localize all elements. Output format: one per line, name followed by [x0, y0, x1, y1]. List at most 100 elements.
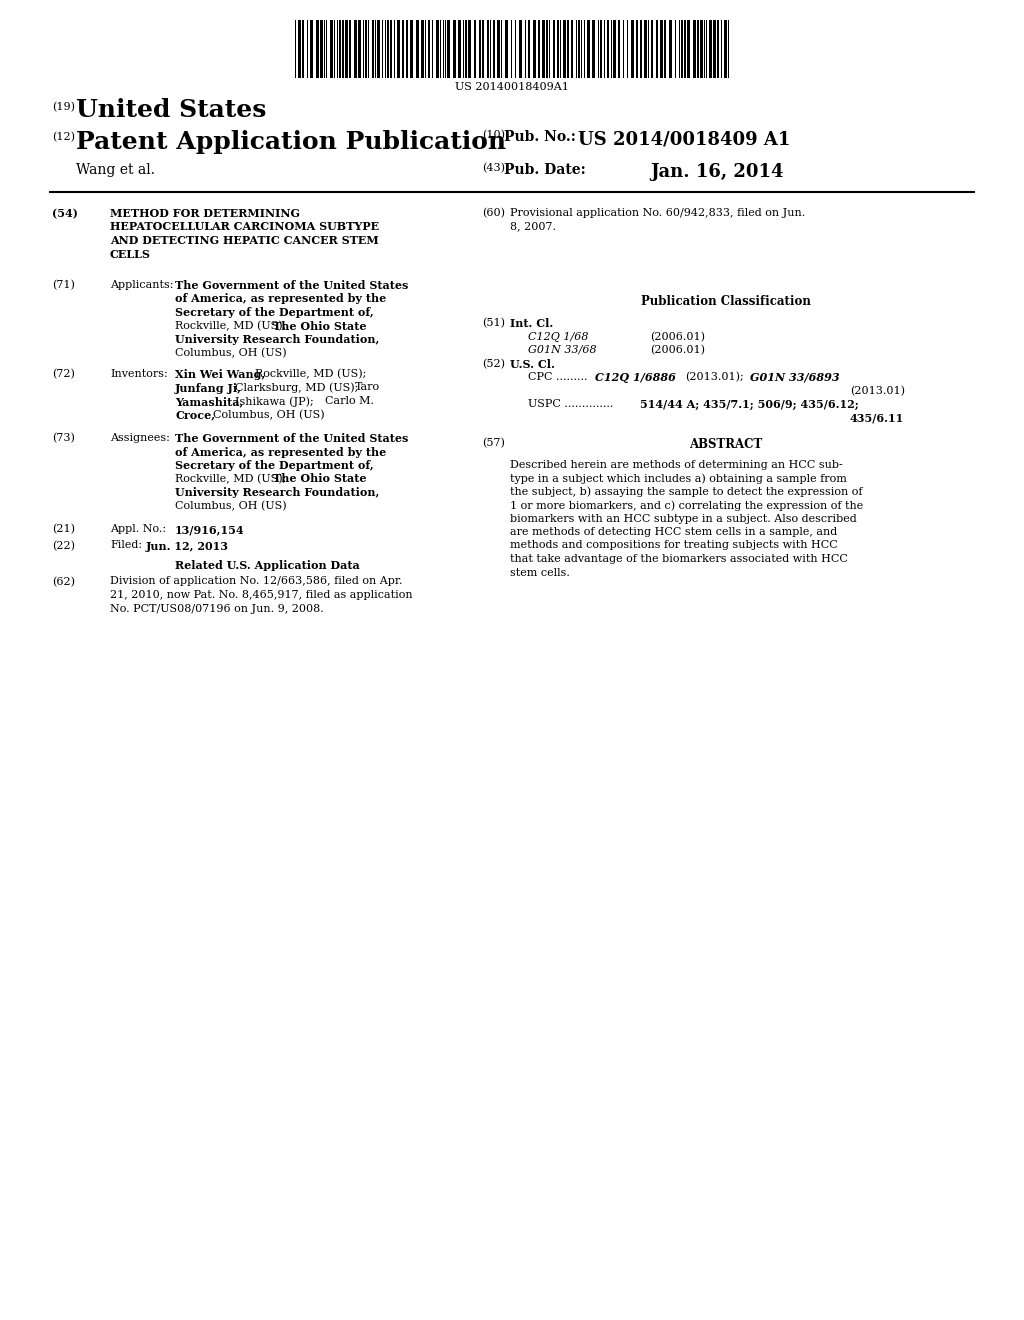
Bar — [349, 20, 351, 78]
Bar — [528, 20, 530, 78]
Text: of America, as represented by the: of America, as represented by the — [175, 446, 386, 458]
Text: University Research Foundation,: University Research Foundation, — [175, 334, 379, 345]
Bar — [631, 20, 634, 78]
Bar — [493, 20, 495, 78]
Text: University Research Foundation,: University Research Foundation, — [175, 487, 379, 498]
Text: Patent Application Publication: Patent Application Publication — [76, 129, 506, 154]
Text: Croce,: Croce, — [175, 409, 215, 421]
Bar — [613, 20, 616, 78]
Text: Secretary of the Department of,: Secretary of the Department of, — [175, 308, 374, 318]
Bar — [687, 20, 690, 78]
Text: 1 or more biomarkers, and c) correlating the expression of the: 1 or more biomarkers, and c) correlating… — [510, 500, 863, 511]
Bar — [578, 20, 580, 78]
Text: the subject, b) assaying the sample to detect the expression of: the subject, b) assaying the sample to d… — [510, 487, 862, 498]
Text: Appl. No.:: Appl. No.: — [110, 524, 166, 535]
Bar — [298, 20, 301, 78]
Bar — [600, 20, 602, 78]
Text: Rockville, MD (US);: Rockville, MD (US); — [175, 474, 287, 484]
Text: (60): (60) — [482, 209, 505, 218]
Bar — [546, 20, 548, 78]
Text: Rockville, MD (US);: Rockville, MD (US); — [175, 321, 287, 331]
Text: Provisional application No. 60/942,833, filed on Jun.: Provisional application No. 60/942,833, … — [510, 209, 805, 218]
Text: G01N 33/68: G01N 33/68 — [528, 345, 597, 355]
Text: Junfang Ji,: Junfang Ji, — [175, 383, 242, 393]
Text: (43): (43) — [482, 162, 505, 173]
Text: AND DETECTING HEPATIC CANCER STEM: AND DETECTING HEPATIC CANCER STEM — [110, 235, 379, 246]
Bar — [713, 20, 716, 78]
Text: Division of application No. 12/663,586, filed on Apr.: Division of application No. 12/663,586, … — [110, 577, 402, 586]
Bar — [669, 20, 672, 78]
Text: type in a subject which includes a) obtaining a sample from: type in a subject which includes a) obta… — [510, 473, 847, 483]
Bar — [345, 20, 348, 78]
Bar — [474, 20, 476, 78]
Bar — [377, 20, 380, 78]
Bar — [302, 20, 304, 78]
Text: Columbus, OH (US): Columbus, OH (US) — [213, 409, 325, 420]
Text: (12): (12) — [52, 132, 75, 143]
Text: (51): (51) — [482, 318, 505, 329]
Text: Wang et al.: Wang et al. — [76, 162, 155, 177]
Text: 514/44 A; 435/7.1; 506/9; 435/6.12;: 514/44 A; 435/7.1; 506/9; 435/6.12; — [640, 399, 859, 411]
Text: Ishikawa (JP);: Ishikawa (JP); — [234, 396, 313, 407]
Bar — [482, 20, 484, 78]
Text: Publication Classification: Publication Classification — [641, 294, 811, 308]
Bar — [402, 20, 404, 78]
Text: US 20140018409A1: US 20140018409A1 — [455, 82, 569, 92]
Text: Related U.S. Application Data: Related U.S. Application Data — [175, 560, 359, 572]
Bar — [316, 20, 319, 78]
Bar — [387, 20, 389, 78]
Bar — [681, 20, 683, 78]
Text: ABSTRACT: ABSTRACT — [689, 438, 763, 451]
Text: Yamashita,: Yamashita, — [175, 396, 244, 407]
Text: Described herein are methods of determining an HCC sub-: Described herein are methods of determin… — [510, 459, 843, 470]
Text: (2006.01): (2006.01) — [650, 331, 705, 342]
Bar — [397, 20, 400, 78]
Bar — [310, 20, 313, 78]
Text: (54): (54) — [52, 209, 78, 219]
Bar — [410, 20, 413, 78]
Bar — [421, 20, 424, 78]
Bar — [571, 20, 573, 78]
Text: 13/916,154: 13/916,154 — [175, 524, 245, 535]
Bar — [709, 20, 712, 78]
Text: CPC .........: CPC ......... — [528, 372, 588, 381]
Text: Columbus, OH (US): Columbus, OH (US) — [175, 500, 287, 511]
Bar — [553, 20, 555, 78]
Bar — [358, 20, 361, 78]
Bar — [354, 20, 357, 78]
Bar — [339, 20, 341, 78]
Bar — [406, 20, 408, 78]
Bar — [416, 20, 419, 78]
Bar — [557, 20, 559, 78]
Text: The Government of the United States: The Government of the United States — [175, 433, 409, 444]
Text: (2013.01): (2013.01) — [850, 385, 905, 396]
Text: No. PCT/US08/07196 on Jun. 9, 2008.: No. PCT/US08/07196 on Jun. 9, 2008. — [110, 603, 324, 614]
Text: Applicants:: Applicants: — [110, 280, 173, 290]
Bar — [534, 20, 536, 78]
Bar — [436, 20, 439, 78]
Bar — [458, 20, 461, 78]
Bar — [684, 20, 686, 78]
Bar — [542, 20, 545, 78]
Text: Taro: Taro — [355, 383, 380, 392]
Bar — [717, 20, 719, 78]
Bar — [519, 20, 522, 78]
Bar — [447, 20, 450, 78]
Bar — [693, 20, 696, 78]
Text: Rockville, MD (US);: Rockville, MD (US); — [255, 370, 367, 379]
Text: (19): (19) — [52, 102, 75, 112]
Text: Assignees:: Assignees: — [110, 433, 170, 444]
Bar — [697, 20, 699, 78]
Bar — [453, 20, 456, 78]
Text: that take advantage of the biomarkers associated with HCC: that take advantage of the biomarkers as… — [510, 554, 848, 564]
Bar — [567, 20, 569, 78]
Bar — [372, 20, 374, 78]
Text: HEPATOCELLULAR CARCINOMA SUBTYPE: HEPATOCELLULAR CARCINOMA SUBTYPE — [110, 222, 379, 232]
Text: Secretary of the Department of,: Secretary of the Department of, — [175, 459, 374, 471]
Text: (2006.01): (2006.01) — [650, 345, 705, 355]
Text: (71): (71) — [52, 280, 75, 290]
Text: 21, 2010, now Pat. No. 8,465,917, filed as application: 21, 2010, now Pat. No. 8,465,917, filed … — [110, 590, 413, 601]
Bar — [587, 20, 590, 78]
Bar — [465, 20, 467, 78]
Bar — [479, 20, 481, 78]
